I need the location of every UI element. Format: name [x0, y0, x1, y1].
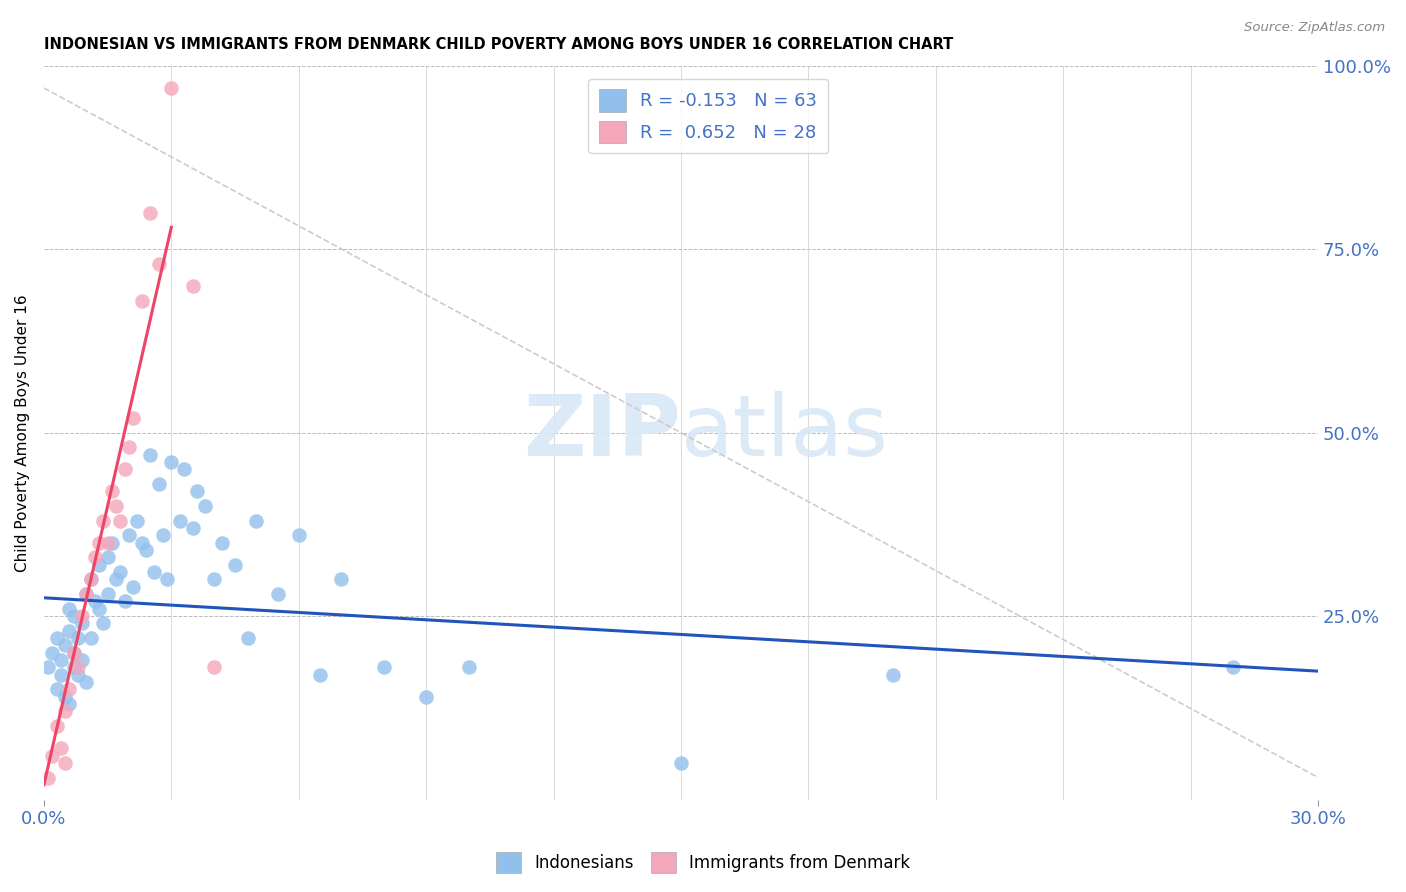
Point — [330, 573, 353, 587]
Point — [58, 697, 80, 711]
Point — [41, 646, 63, 660]
Point — [87, 602, 110, 616]
Point — [62, 660, 84, 674]
Point — [53, 639, 76, 653]
Text: INDONESIAN VS IMMIGRANTS FROM DENMARK CHILD POVERTY AMONG BOYS UNDER 16 CORRELAT: INDONESIAN VS IMMIGRANTS FROM DENMARK CH… — [44, 37, 953, 53]
Point — [122, 411, 145, 425]
Point — [66, 668, 89, 682]
Point — [211, 535, 233, 549]
Point — [118, 528, 141, 542]
Point — [62, 609, 84, 624]
Point — [169, 514, 191, 528]
Point — [114, 594, 136, 608]
Point — [58, 624, 80, 638]
Point — [194, 499, 217, 513]
Point — [139, 205, 162, 219]
Point — [83, 550, 105, 565]
Point — [53, 690, 76, 704]
Point — [37, 771, 59, 785]
Point — [148, 257, 170, 271]
Point — [181, 279, 204, 293]
Point — [309, 668, 332, 682]
Point — [110, 514, 132, 528]
Point — [101, 484, 124, 499]
Point — [58, 682, 80, 697]
Point — [669, 756, 692, 770]
Point — [135, 543, 157, 558]
Point — [93, 616, 115, 631]
Point — [70, 609, 93, 624]
Point — [1222, 660, 1244, 674]
Point — [37, 660, 59, 674]
Point — [160, 81, 183, 95]
Text: ZIP: ZIP — [523, 392, 681, 475]
Text: Source: ZipAtlas.com: Source: ZipAtlas.com — [1244, 21, 1385, 34]
Point — [58, 602, 80, 616]
Legend: R = -0.153   N = 63, R =  0.652   N = 28: R = -0.153 N = 63, R = 0.652 N = 28 — [588, 78, 828, 153]
Point — [49, 741, 72, 756]
Point — [105, 573, 128, 587]
Point — [156, 573, 179, 587]
Point — [70, 653, 93, 667]
Point — [97, 550, 120, 565]
Point — [181, 521, 204, 535]
Text: atlas: atlas — [681, 392, 889, 475]
Point — [202, 573, 225, 587]
Point — [93, 514, 115, 528]
Point — [143, 565, 166, 579]
Y-axis label: Child Poverty Among Boys Under 16: Child Poverty Among Boys Under 16 — [15, 294, 30, 572]
Point — [152, 528, 174, 542]
Point — [148, 477, 170, 491]
Point — [415, 690, 437, 704]
Point — [45, 631, 67, 645]
Point — [118, 441, 141, 455]
Point — [45, 719, 67, 733]
Point — [66, 660, 89, 674]
Point — [114, 462, 136, 476]
Point — [173, 462, 195, 476]
Point — [75, 587, 97, 601]
Point — [53, 705, 76, 719]
Point — [127, 514, 149, 528]
Point — [79, 573, 101, 587]
Point — [202, 660, 225, 674]
Point — [53, 756, 76, 770]
Point — [45, 682, 67, 697]
Point — [70, 616, 93, 631]
Legend: Indonesians, Immigrants from Denmark: Indonesians, Immigrants from Denmark — [489, 846, 917, 880]
Point — [224, 558, 246, 572]
Point — [62, 646, 84, 660]
Point — [882, 668, 904, 682]
Point — [66, 631, 89, 645]
Point — [186, 484, 208, 499]
Point — [79, 573, 101, 587]
Point — [97, 587, 120, 601]
Point — [245, 514, 267, 528]
Point — [373, 660, 395, 674]
Point — [139, 448, 162, 462]
Point — [266, 587, 288, 601]
Point — [457, 660, 479, 674]
Point — [79, 631, 101, 645]
Point — [131, 293, 153, 308]
Point — [101, 535, 124, 549]
Point — [160, 455, 183, 469]
Point — [131, 535, 153, 549]
Point — [87, 535, 110, 549]
Point — [287, 528, 309, 542]
Point — [49, 668, 72, 682]
Point — [97, 535, 120, 549]
Point — [75, 587, 97, 601]
Point — [83, 594, 105, 608]
Point — [49, 653, 72, 667]
Point — [110, 565, 132, 579]
Point — [236, 631, 259, 645]
Point — [62, 646, 84, 660]
Point — [87, 558, 110, 572]
Point — [122, 580, 145, 594]
Point — [75, 675, 97, 690]
Point — [105, 499, 128, 513]
Point — [41, 748, 63, 763]
